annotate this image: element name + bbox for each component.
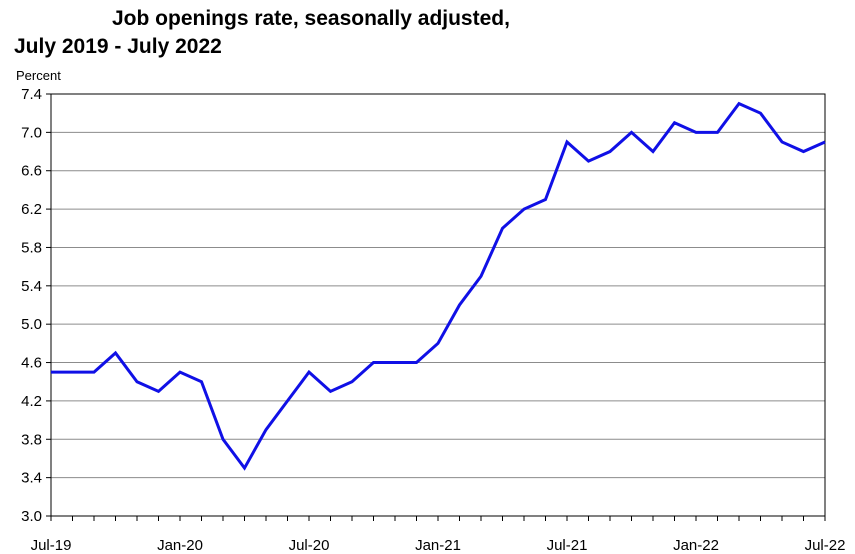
y-tick-label: 5.0 bbox=[21, 316, 42, 333]
chart-title-line-2: July 2019 - July 2022 bbox=[14, 35, 222, 58]
plot-area-frame bbox=[50, 93, 826, 517]
x-tick-label: Jan-20 bbox=[157, 537, 203, 554]
x-tick-label: Jul-20 bbox=[289, 537, 330, 554]
y-tick-label: 7.4 bbox=[21, 86, 42, 103]
y-tick-label: 5.8 bbox=[21, 239, 42, 256]
chart-title-line-1: Job openings rate, seasonally adjusted, bbox=[112, 7, 510, 30]
y-tick-label: 6.6 bbox=[21, 163, 42, 180]
x-tick-label: Jan-22 bbox=[673, 537, 719, 554]
x-axis-ticks: Jul-19 Jan-20 Jul-20 Jan-21 Jul-21 Jan-22 Jul-… bbox=[31, 516, 846, 554]
grid-lines bbox=[51, 93, 825, 517]
y-tick-label: 7.0 bbox=[21, 124, 42, 141]
y-tick-label: 4.6 bbox=[21, 355, 42, 372]
x-tick-label: Jul-22 bbox=[805, 537, 846, 554]
y-tick-label: 6.2 bbox=[21, 201, 42, 218]
y-tick-label: 5.4 bbox=[21, 278, 42, 295]
y-tick-label: 3.4 bbox=[21, 470, 42, 487]
series-line-job-openings-rate bbox=[51, 101, 826, 471]
x-tick-label: Jul-21 bbox=[547, 537, 588, 554]
y-tick-label: 4.2 bbox=[21, 393, 42, 410]
y-axis-label: Percent bbox=[16, 68, 61, 83]
y-tick-label: 3.0 bbox=[21, 508, 42, 525]
y-axis-ticks: 3.0 3.4 3.8 4.2 4.6 5.0 5.4 5.8 6.2 6.6 7.0 7.4 bbox=[21, 86, 51, 525]
y-tick-label: 3.8 bbox=[21, 431, 42, 448]
x-tick-label: Jul-19 bbox=[31, 537, 72, 554]
x-tick-label: Jan-21 bbox=[415, 537, 461, 554]
